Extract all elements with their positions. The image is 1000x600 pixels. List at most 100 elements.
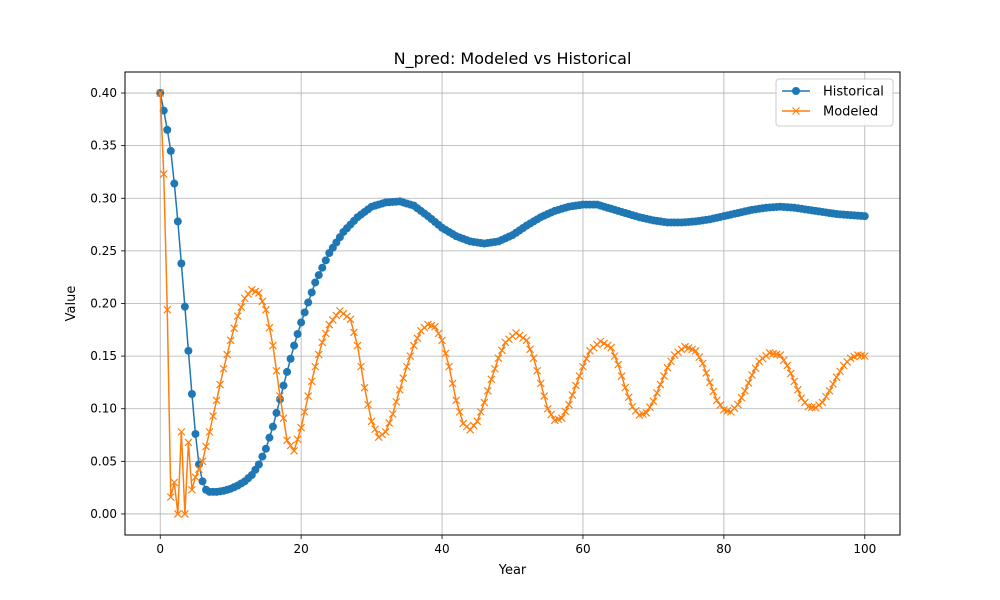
data-point [526, 345, 535, 354]
data-point [431, 322, 439, 331]
data-point [293, 435, 302, 444]
data-point [741, 386, 749, 395]
data-point [822, 392, 830, 401]
data-point [265, 433, 274, 442]
data-point [374, 433, 383, 442]
data-point [445, 362, 454, 371]
data-point [311, 278, 320, 287]
data-point [543, 404, 552, 413]
data-point [177, 427, 186, 436]
data-point [332, 311, 341, 320]
data-point [290, 446, 299, 455]
data-point [512, 329, 520, 337]
data-point [607, 343, 616, 352]
data-point [811, 403, 820, 412]
data-point [540, 392, 549, 401]
data-point [783, 361, 792, 370]
y-tick-label: 0.20 [90, 297, 117, 311]
data-point [645, 403, 654, 412]
data-point [166, 493, 175, 502]
data-point [364, 400, 372, 409]
data-point [748, 371, 756, 379]
data-point [300, 407, 309, 416]
data-point [716, 401, 725, 409]
data-point [536, 379, 545, 388]
data-point [603, 341, 612, 350]
data-point [860, 212, 869, 221]
data-point [413, 334, 422, 343]
data-point [371, 425, 380, 434]
data-point [402, 362, 411, 371]
data-point [297, 318, 306, 327]
data-point [751, 364, 760, 373]
data-point [571, 381, 580, 390]
data-point [702, 369, 711, 377]
data-point [314, 350, 323, 359]
data-point [307, 288, 316, 297]
data-point [660, 372, 668, 381]
data-point [254, 289, 263, 297]
data-point [321, 256, 330, 265]
data-point [265, 323, 274, 332]
data-point [663, 363, 672, 372]
data-point [406, 352, 415, 361]
data-point [698, 359, 707, 368]
data-point [258, 297, 267, 306]
data-point [290, 341, 299, 350]
data-point [498, 346, 506, 355]
data-point [276, 392, 284, 401]
data-point [575, 372, 584, 381]
chart-title: N_pred: Modeled vs Historical [394, 49, 632, 69]
data-point [216, 380, 225, 389]
data-point [304, 392, 313, 401]
data-point [195, 465, 203, 474]
data-point [561, 407, 570, 416]
data-point [582, 354, 591, 363]
data-point [258, 452, 267, 461]
data-point [314, 271, 323, 280]
data-point [712, 396, 721, 405]
data-point [156, 89, 165, 97]
data-point [836, 367, 845, 376]
data-point [790, 377, 799, 386]
y-tick-label: 0.10 [90, 402, 117, 416]
data-point [325, 320, 334, 329]
data-point [166, 146, 175, 155]
data-point [452, 396, 461, 405]
legend-item-historical: Historical [782, 85, 884, 100]
data-point [226, 336, 235, 345]
data-point [529, 354, 538, 363]
data-point [409, 341, 418, 350]
data-point [441, 349, 450, 358]
data-point [268, 422, 277, 431]
data-point [230, 324, 239, 333]
data-point [170, 478, 179, 487]
data-point [328, 316, 337, 324]
data-point [293, 330, 302, 339]
data-point [815, 401, 823, 409]
y-tick-label: 0.05 [90, 454, 117, 468]
data-point [617, 372, 626, 381]
data-point [184, 438, 193, 447]
data-point [392, 397, 401, 406]
data-point [829, 380, 837, 388]
data-point [579, 362, 587, 371]
data-point [321, 329, 330, 338]
data-point [515, 331, 524, 340]
data-point [691, 346, 700, 355]
data-point [779, 356, 788, 365]
data-point [159, 170, 168, 178]
data-point [624, 393, 633, 402]
data-point [649, 397, 658, 406]
data-point [385, 419, 394, 427]
legend-marker [792, 87, 800, 95]
data-point [395, 385, 404, 394]
legend: Historical Modeled [775, 78, 894, 127]
data-point [656, 380, 665, 389]
data-point [455, 407, 464, 416]
data-point [667, 357, 675, 366]
data-point [170, 179, 179, 188]
data-point [367, 417, 376, 426]
data-point [209, 412, 217, 421]
